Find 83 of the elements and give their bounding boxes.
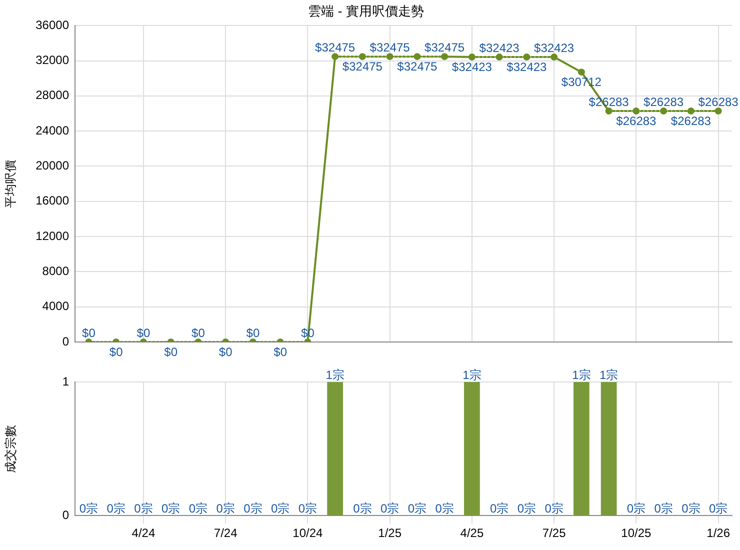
point [523,54,530,61]
data-label: $32475 [342,60,383,74]
x-tick-label: 10/24 [292,526,324,540]
data-label: 1宗 [462,368,482,382]
data-label: 1宗 [572,368,591,382]
point [550,54,558,61]
x-tick-label: 1/25 [378,526,402,540]
data-label: $0 [136,326,150,340]
data-label: 0宗 [353,502,372,516]
point [441,53,448,60]
y-axis-title: 平均呎價 [4,160,18,208]
data-label: 0宗 [435,502,454,516]
data-label: $26283 [644,95,684,109]
y-tick-label: 0 [62,334,70,348]
data-label: 0宗 [216,502,235,516]
x-tick-label: 4/24 [132,526,156,540]
data-label: 0宗 [380,502,400,516]
point [714,108,722,114]
point [468,54,476,61]
point [414,53,421,60]
data-label: $0 [192,326,206,340]
data-label: $0 [164,345,178,359]
data-label: 1宗 [599,368,618,382]
point [632,108,640,114]
y-tick-label: 20000 [36,158,70,173]
point [605,108,612,114]
data-label: 0宗 [298,502,318,516]
data-label: $26283 [698,95,739,109]
y-tick-label: 32000 [36,53,70,68]
point [578,68,585,76]
data-label: $32475 [397,60,438,74]
point [660,108,668,114]
x-tick-label: 10/25 [621,526,652,540]
x-tick-label: 7/24 [214,526,238,540]
y-tick-label: 36000 [36,18,70,32]
y-axis-title: 成交宗數 [4,424,18,473]
data-label: $32423 [534,41,574,56]
point [496,54,503,61]
y-tick-label: 0 [62,508,70,522]
data-label: 0宗 [188,502,208,516]
point [687,108,694,114]
data-label: $32423 [479,41,520,56]
y-tick-label: 4000 [42,299,70,314]
point [332,53,339,60]
data-label: 0宗 [654,502,673,516]
data-label: $32423 [506,60,548,74]
point [386,53,394,60]
data-label: 0宗 [490,502,509,516]
y-tick-label: 16000 [36,194,70,208]
data-label: 0宗 [106,502,126,516]
data-label: 0宗 [408,502,427,516]
data-label: 0宗 [626,502,646,516]
point [358,53,366,60]
data-label: 0宗 [544,502,564,516]
data-label: $32475 [424,40,465,55]
data-label: $32423 [452,60,492,74]
data-label: 0宗 [134,502,153,516]
data-label: $0 [246,326,260,340]
data-label: $0 [274,345,288,359]
data-label: 0宗 [517,502,536,516]
x-tick-label: 4/25 [460,526,484,540]
y-tick-label: 12000 [36,228,70,243]
data-label: 0宗 [270,502,290,516]
x-tick-label: 1/26 [706,526,730,540]
y-tick-label: 8000 [42,264,70,278]
data-label: 0宗 [682,502,700,516]
y-tick-label: 1 [62,374,70,388]
data-label: $32475 [370,40,410,55]
data-label: 0宗 [244,502,262,516]
data-label: 1宗 [326,368,344,382]
x-tick-label: 7/25 [542,526,566,540]
chart-title: 雲端 - 實用呎價走勢 [308,3,424,18]
data-label: $0 [82,326,96,340]
data-label: 0宗 [161,502,180,516]
data-label: $0 [109,345,124,359]
data-label: $0 [218,345,233,359]
data-label: 0宗 [79,502,98,516]
data-label: $32475 [315,40,356,55]
data-label: 0宗 [708,502,728,516]
data-label: $26283 [670,114,712,128]
y-tick-label: 24000 [36,123,70,138]
y-tick-label: 28000 [36,88,70,102]
data-label: $26283 [616,114,657,128]
